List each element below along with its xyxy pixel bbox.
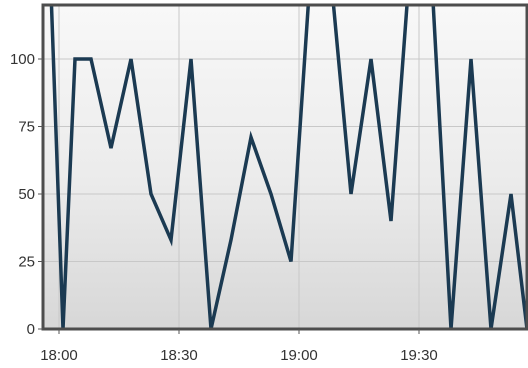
y-tick-label: 25 <box>18 254 35 271</box>
y-tick-label: 75 <box>18 119 35 136</box>
x-tick-label: 19:30 <box>400 347 438 364</box>
x-tick-label: 18:00 <box>40 347 78 364</box>
x-axis: 18:00 18:30 19:00 19:30 <box>40 329 438 364</box>
y-tick-label: 0 <box>27 321 35 338</box>
plot-border <box>41 3 528 331</box>
x-tick-label: 18:30 <box>160 347 198 364</box>
series-line-0 <box>49 5 527 329</box>
y-axis: 0 25 50 75 100 <box>10 51 43 338</box>
x-tick-label: 19:00 <box>280 347 318 364</box>
y-tick-label: 100 <box>10 51 35 68</box>
y-tick-label: 50 <box>18 186 35 203</box>
